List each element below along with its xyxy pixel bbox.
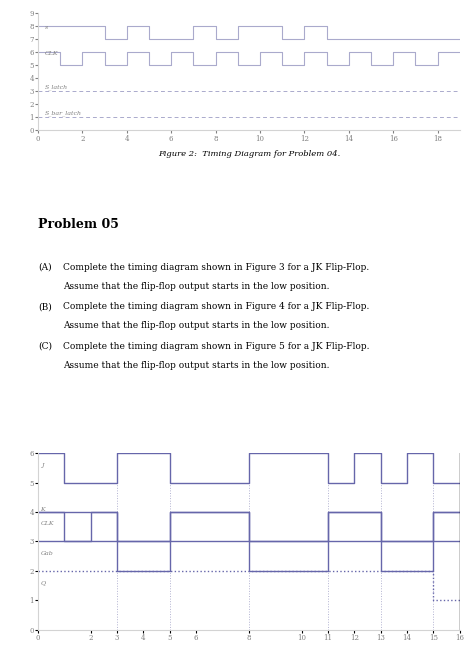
Text: Gab: Gab xyxy=(41,550,53,556)
Text: J: J xyxy=(41,463,43,467)
Text: Complete the timing diagram shown in Figure 4 for a JK Flip-Flop.: Complete the timing diagram shown in Fig… xyxy=(63,302,370,311)
Text: s: s xyxy=(45,25,48,31)
Text: Assume that the flip-flop output starts in the low position.: Assume that the flip-flop output starts … xyxy=(63,282,330,291)
Text: (B): (B) xyxy=(38,302,52,311)
Text: Complete the timing diagram shown in Figure 3 for a JK Flip-Flop.: Complete the timing diagram shown in Fig… xyxy=(63,263,369,271)
Text: S_latch: S_latch xyxy=(45,84,68,90)
Text: Problem 05: Problem 05 xyxy=(38,219,119,232)
Text: Q: Q xyxy=(41,580,46,585)
Text: Assume that the flip-flop output starts in the low position.: Assume that the flip-flop output starts … xyxy=(63,321,330,330)
Text: CLK: CLK xyxy=(41,521,54,526)
Text: K: K xyxy=(41,507,45,511)
Text: Complete the timing diagram shown in Figure 5 for a JK Flip-Flop.: Complete the timing diagram shown in Fig… xyxy=(63,342,370,351)
Text: (C): (C) xyxy=(38,342,52,351)
Text: CLK: CLK xyxy=(45,51,58,56)
Text: S_bar_latch: S_bar_latch xyxy=(45,111,82,116)
Text: (A): (A) xyxy=(38,263,52,271)
Text: Assume that the flip-flop output starts in the low position.: Assume that the flip-flop output starts … xyxy=(63,361,330,370)
X-axis label: Figure 2:  Timing Diagram for Problem 04.: Figure 2: Timing Diagram for Problem 04. xyxy=(158,149,340,158)
